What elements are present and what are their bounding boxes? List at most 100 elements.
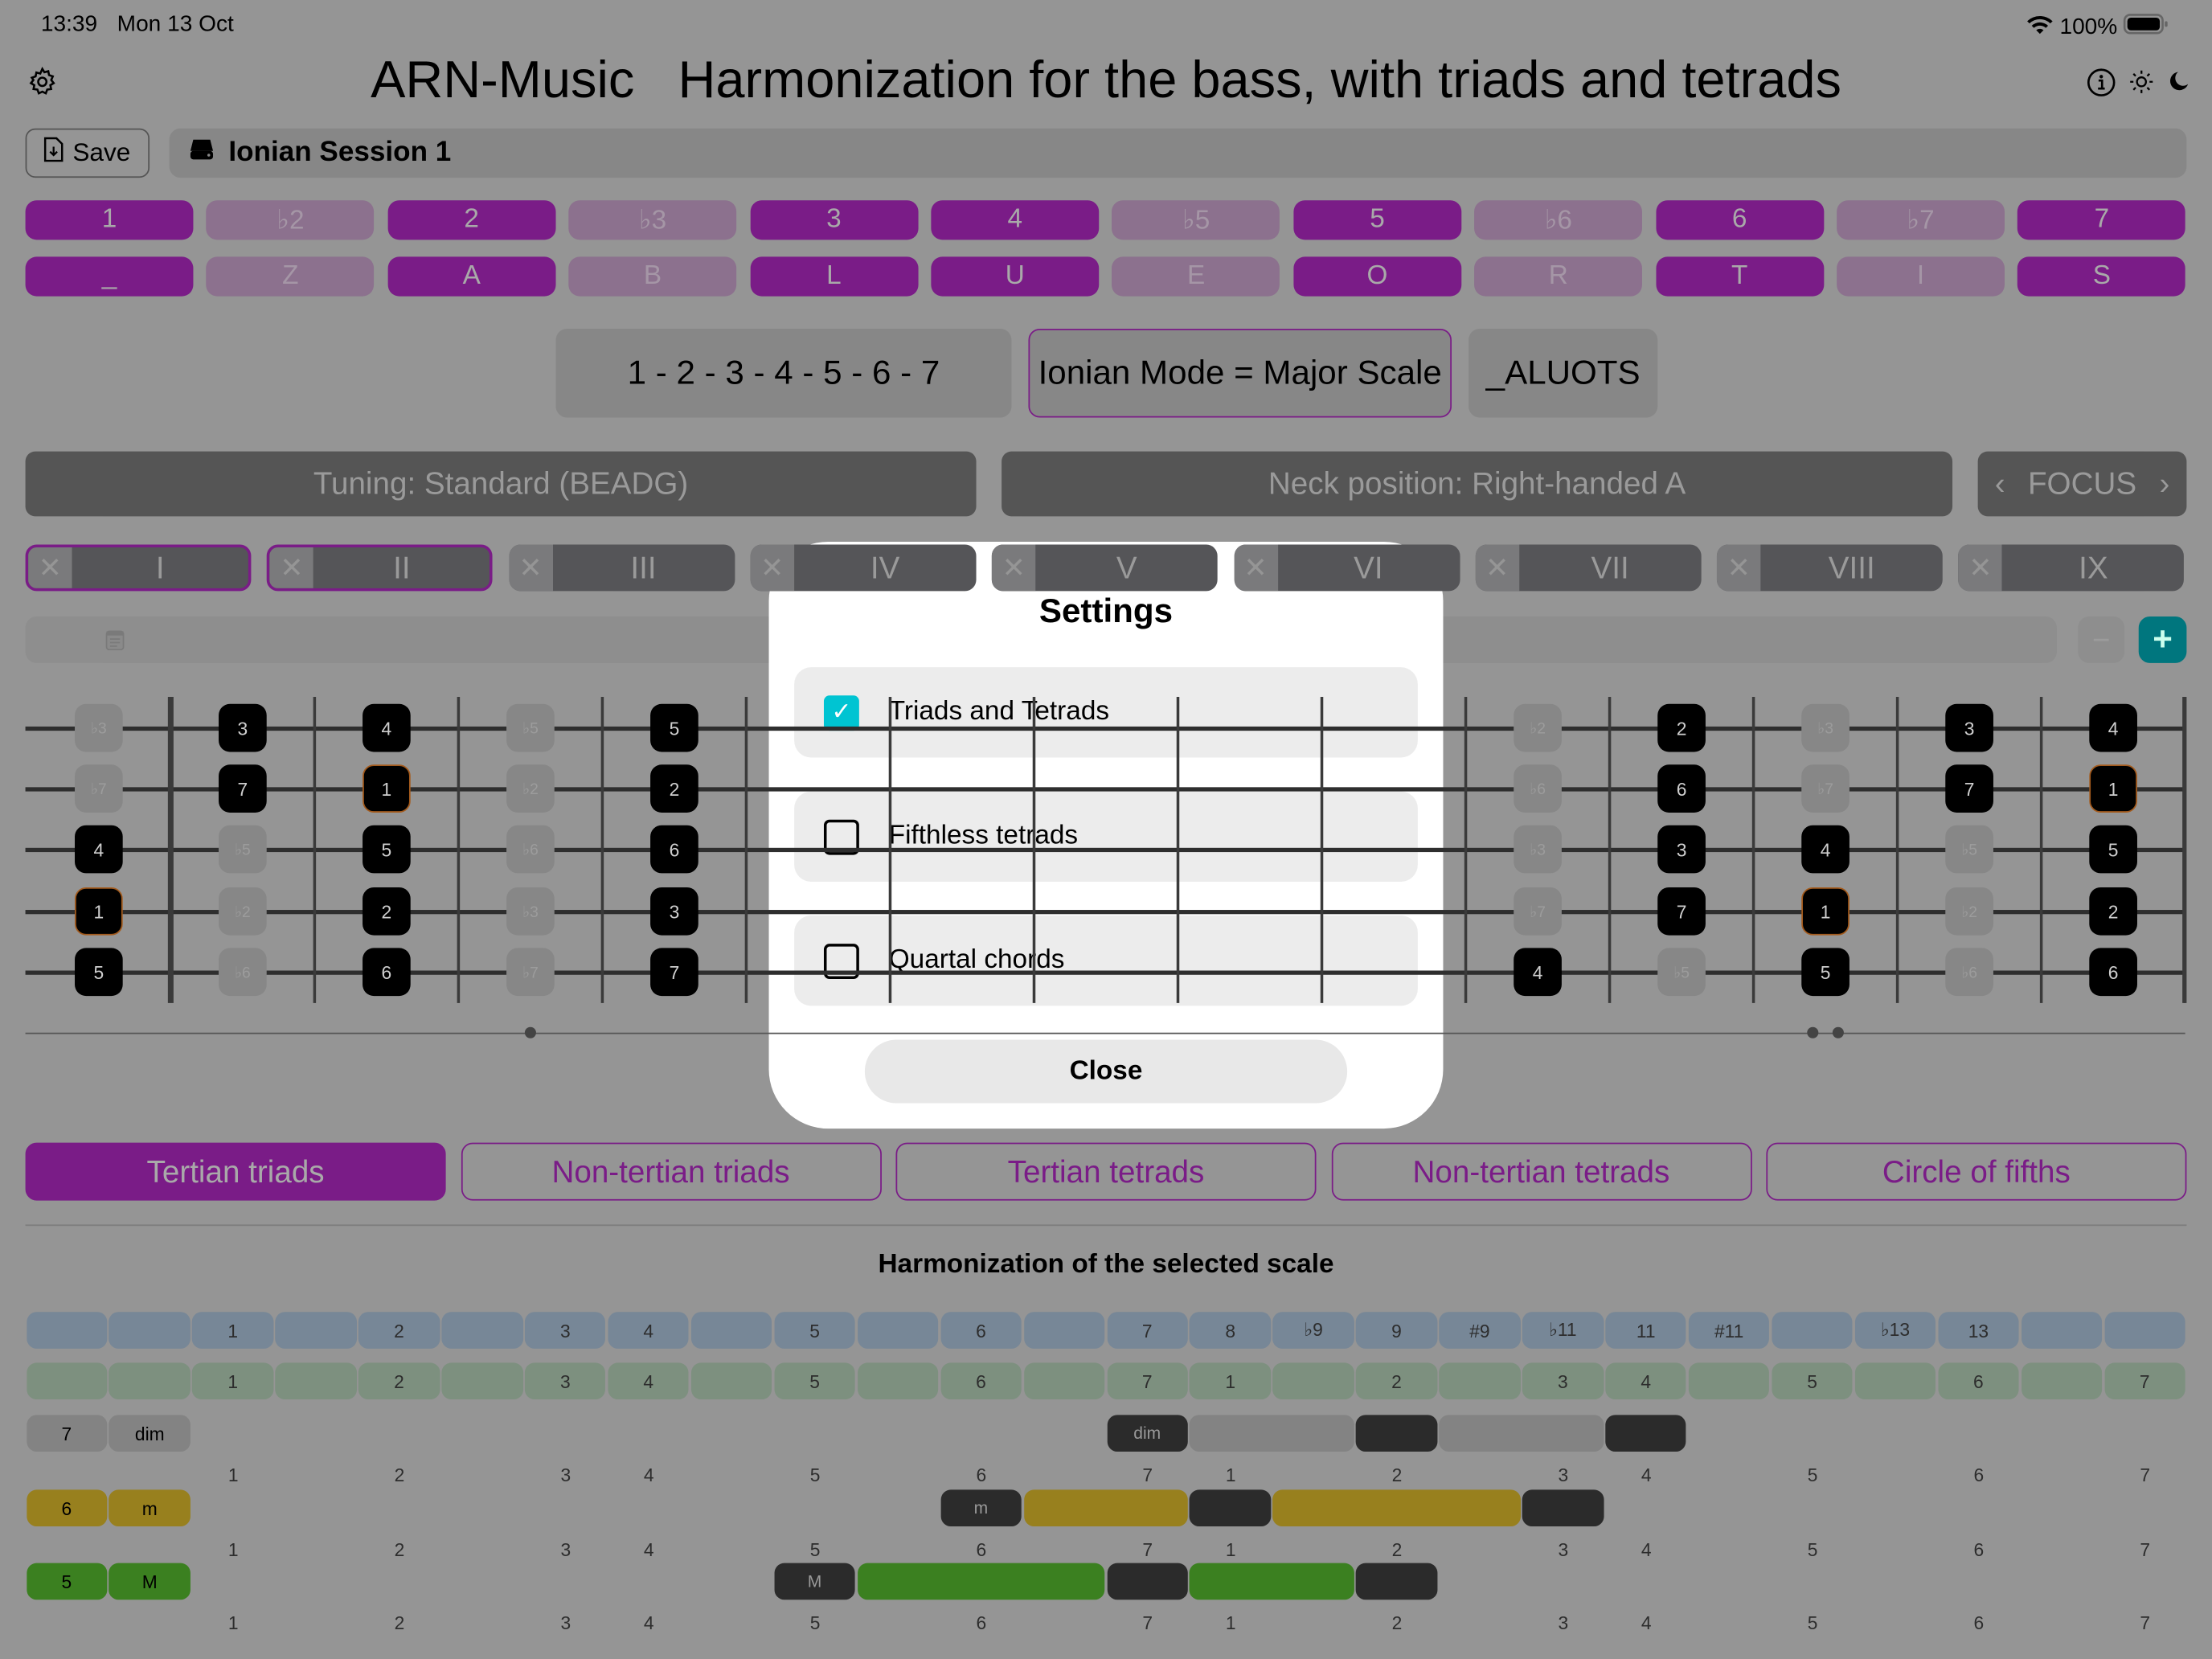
degree-letter-button[interactable]: B bbox=[568, 256, 737, 297]
fret-note[interactable]: 5 bbox=[2089, 825, 2137, 874]
root-note[interactable]: 1 bbox=[75, 887, 123, 936]
degree-letter-button[interactable]: L bbox=[750, 256, 918, 297]
degree-button[interactable]: ♭2 bbox=[206, 200, 375, 240]
fret-note[interactable]: 4 bbox=[1514, 948, 1562, 997]
fret-note[interactable]: 4 bbox=[363, 703, 411, 752]
chord-degree-label[interactable]: 5 bbox=[26, 1563, 108, 1600]
fret-note[interactable]: ♭6 bbox=[1514, 764, 1562, 813]
chevron-left-icon[interactable]: ‹ bbox=[1994, 465, 2005, 502]
fret-note[interactable]: ♭7 bbox=[75, 764, 123, 813]
scale-formula[interactable]: 1 - 2 - 3 - 4 - 5 - 6 - 7 bbox=[555, 328, 1012, 418]
checkbox-checked[interactable]: ✓ bbox=[823, 694, 859, 731]
degree-letter-button[interactable]: R bbox=[1474, 256, 1643, 297]
moon-icon[interactable] bbox=[2167, 71, 2189, 100]
degree-button[interactable]: 6 bbox=[1655, 200, 1824, 240]
chord-degree-label[interactable]: 7 bbox=[26, 1415, 108, 1452]
fret-note[interactable]: ♭2 bbox=[219, 887, 267, 936]
fret-note[interactable]: ♭5 bbox=[1657, 948, 1706, 997]
fret-note[interactable]: 7 bbox=[650, 948, 698, 997]
fret-note[interactable]: 6 bbox=[1657, 764, 1706, 813]
fret-note[interactable]: 3 bbox=[1657, 825, 1706, 874]
settings-option[interactable]: Quartal chords bbox=[794, 916, 1418, 1006]
degree-letter-button[interactable]: S bbox=[2017, 256, 2186, 297]
chord-quality-label[interactable]: m bbox=[109, 1489, 190, 1527]
degree-letter-button[interactable]: Z bbox=[206, 256, 375, 297]
position-button[interactable]: ✕ IX bbox=[1958, 544, 2185, 592]
close-button[interactable]: Close bbox=[864, 1039, 1348, 1104]
fret-note[interactable]: 3 bbox=[650, 887, 698, 936]
close-x-icon[interactable]: ✕ bbox=[269, 547, 314, 588]
fret-note[interactable]: ♭2 bbox=[1945, 887, 1993, 936]
fret-note[interactable]: 7 bbox=[219, 764, 267, 813]
chord-degree-label[interactable]: 6 bbox=[26, 1489, 108, 1527]
settings-gear-icon[interactable] bbox=[27, 66, 58, 104]
degree-letter-button[interactable]: A bbox=[387, 256, 556, 297]
fret-note[interactable]: ♭5 bbox=[219, 825, 267, 874]
degree-letter-button[interactable]: T bbox=[1655, 256, 1824, 297]
close-x-icon[interactable]: ✕ bbox=[1717, 544, 1761, 592]
checkbox-unchecked[interactable] bbox=[823, 943, 859, 979]
info-icon[interactable] bbox=[2087, 68, 2116, 104]
fret-note[interactable]: ♭5 bbox=[1945, 825, 1993, 874]
fret-note[interactable]: ♭6 bbox=[219, 948, 267, 997]
fret-note[interactable]: 2 bbox=[363, 887, 411, 936]
fret-note[interactable]: 5 bbox=[363, 825, 411, 874]
fret-note[interactable]: ♭6 bbox=[1945, 948, 1993, 997]
chord-quality-label[interactable]: M bbox=[109, 1563, 190, 1600]
fret-note[interactable]: 7 bbox=[1657, 887, 1706, 936]
degree-button[interactable]: 1 bbox=[25, 200, 194, 240]
tab-tertian-tetrads[interactable]: Tertian tetrads bbox=[895, 1142, 1317, 1201]
degree-letter-button[interactable]: U bbox=[931, 256, 1100, 297]
degree-letter-button[interactable]: O bbox=[1293, 256, 1461, 297]
fret-note[interactable]: 6 bbox=[363, 948, 411, 997]
fret-note[interactable]: 6 bbox=[2089, 948, 2137, 997]
position-button[interactable]: ✕ III bbox=[508, 544, 735, 592]
session-selector[interactable]: Ionian Session 1 bbox=[169, 128, 2187, 178]
close-x-icon[interactable]: ✕ bbox=[750, 544, 794, 592]
fret-note[interactable]: ♭6 bbox=[506, 825, 555, 874]
tuning-selector[interactable]: Tuning: Standard (BEADG) bbox=[25, 451, 977, 517]
degree-button[interactable]: ♭3 bbox=[568, 200, 737, 240]
position-button[interactable]: ✕ VI bbox=[1233, 544, 1460, 592]
fret-note[interactable]: 2 bbox=[2089, 887, 2137, 936]
tab-tertian-triads[interactable]: Tertian triads bbox=[25, 1142, 446, 1201]
fret-note[interactable]: 6 bbox=[650, 825, 698, 874]
degree-letter-button[interactable]: I bbox=[1837, 256, 2005, 297]
chevron-right-icon[interactable]: › bbox=[2159, 465, 2170, 502]
degree-button[interactable]: 4 bbox=[931, 200, 1100, 240]
scale-mode-name[interactable]: Ionian Mode = Major Scale bbox=[1028, 328, 1452, 418]
degree-button[interactable]: 7 bbox=[2017, 200, 2186, 240]
position-button[interactable]: ✕ II bbox=[267, 544, 494, 592]
settings-option[interactable]: ✓ Triads and Tetrads bbox=[794, 667, 1418, 758]
fret-note[interactable]: 5 bbox=[650, 703, 698, 752]
fret-note[interactable]: ♭7 bbox=[1801, 764, 1849, 813]
fret-note[interactable]: 4 bbox=[75, 825, 123, 874]
fret-note[interactable]: 7 bbox=[1945, 764, 1993, 813]
fret-note[interactable]: 3 bbox=[219, 703, 267, 752]
degree-button[interactable]: ♭7 bbox=[1837, 200, 2005, 240]
degree-button[interactable]: ♭5 bbox=[1112, 200, 1280, 240]
fret-note[interactable]: 2 bbox=[1657, 703, 1706, 752]
degree-button[interactable]: 5 bbox=[1293, 200, 1461, 240]
fret-note[interactable]: ♭3 bbox=[506, 887, 555, 936]
fret-note[interactable]: ♭7 bbox=[506, 948, 555, 997]
fret-note[interactable]: ♭2 bbox=[1514, 703, 1562, 752]
close-x-icon[interactable]: ✕ bbox=[1958, 544, 2003, 592]
close-x-icon[interactable]: ✕ bbox=[508, 544, 553, 592]
scale-code[interactable]: _ALUOTS bbox=[1469, 328, 1658, 418]
fret-note[interactable]: 5 bbox=[75, 948, 123, 997]
close-x-icon[interactable]: ✕ bbox=[1475, 544, 1519, 592]
add-button[interactable]: + bbox=[2138, 616, 2187, 663]
close-x-icon[interactable]: ✕ bbox=[28, 547, 72, 588]
chord-quality-label[interactable]: dim bbox=[109, 1415, 190, 1452]
fret-note[interactable]: ♭3 bbox=[75, 703, 123, 752]
save-button[interactable]: Save bbox=[25, 128, 150, 178]
fret-note[interactable]: ♭3 bbox=[1514, 825, 1562, 874]
sun-icon[interactable] bbox=[2128, 69, 2154, 101]
fret-note[interactable]: 3 bbox=[1945, 703, 1993, 752]
fret-note[interactable]: ♭5 bbox=[506, 703, 555, 752]
degree-button[interactable]: 3 bbox=[750, 200, 918, 240]
tab-non-tertian-tetrads[interactable]: Non-tertian tetrads bbox=[1330, 1142, 1751, 1201]
fret-note[interactable]: ♭3 bbox=[1801, 703, 1849, 752]
fret-note[interactable]: ♭7 bbox=[1514, 887, 1562, 936]
